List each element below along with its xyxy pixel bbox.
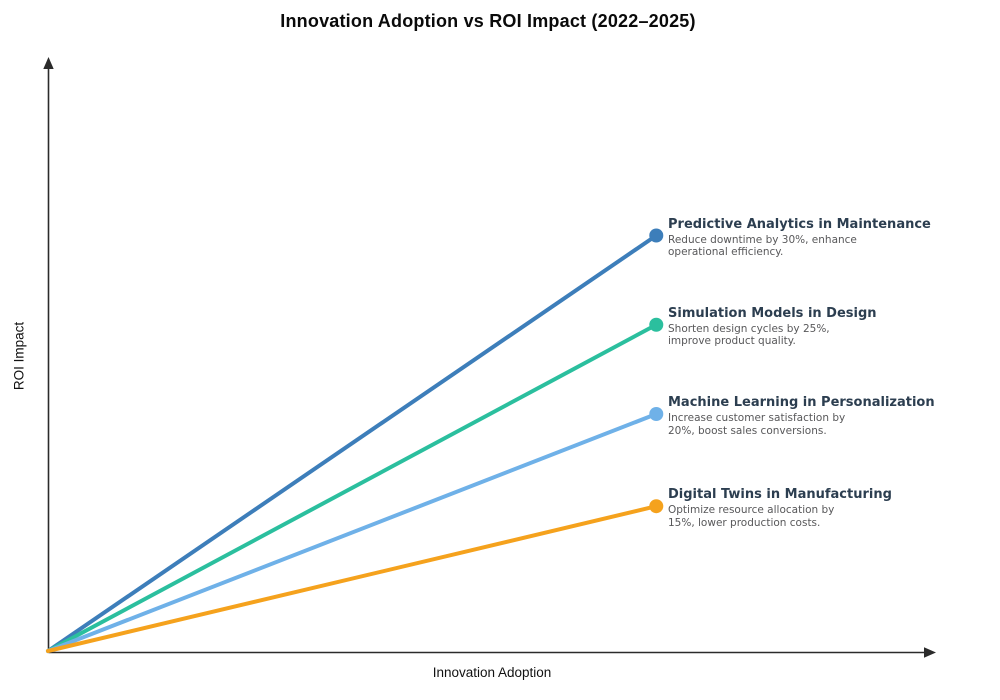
series-label-machine-learning: Machine Learning in Personalization Incr… — [668, 395, 978, 437]
series-endpoint-dot — [649, 317, 664, 332]
series-label-predictive-analytics: Predictive Analytics in Maintenance Redu… — [668, 217, 978, 259]
series-title: Machine Learning in Personalization — [668, 395, 935, 410]
series-title: Digital Twins in Manufacturing — [668, 487, 892, 503]
series-line — [46, 504, 659, 653]
y-axis-arrowhead-icon — [43, 57, 54, 69]
series-line — [46, 412, 659, 653]
series-line — [46, 233, 659, 653]
series-description: Increase customer satisfaction by 20%, b… — [668, 412, 846, 437]
series-endpoint-dot — [649, 228, 664, 243]
series-description: Shorten design cycles by 25%, improve pr… — [668, 322, 830, 348]
series-label-simulation-models: Simulation Models in Design Shorten desi… — [668, 306, 978, 348]
series-line — [46, 322, 659, 653]
series-title: Predictive Analytics in Maintenance — [668, 216, 931, 232]
x-axis-label: Innovation Adoption — [432, 665, 552, 680]
series-description: Reduce downtime by 30%, enhance operatio… — [668, 233, 857, 259]
series-label-digital-twins: Digital Twins in Manufacturing Optimize … — [668, 487, 978, 529]
series-title: Simulation Models in Design — [668, 305, 877, 321]
series-endpoint-dot — [649, 407, 664, 421]
series-description: Optimize resource allocation by 15%, low… — [668, 504, 835, 529]
x-axis-arrowhead-icon — [924, 647, 936, 658]
y-axis-label: ROI Impact — [11, 321, 27, 391]
series-endpoint-dot — [649, 499, 664, 514]
chart-title: Innovation Adoption vs ROI Impact (2022–… — [280, 11, 696, 31]
